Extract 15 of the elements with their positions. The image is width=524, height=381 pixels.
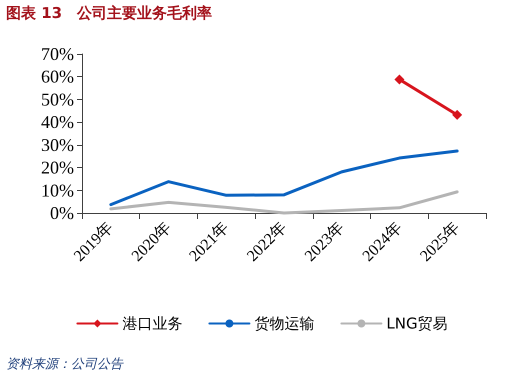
y-tick-label: 30% — [41, 134, 74, 155]
legend-label: 港口业务 — [122, 314, 182, 332]
y-tick-label: 60% — [41, 66, 74, 87]
legend-label: 货物运输 — [254, 314, 314, 332]
y-tick-label: 10% — [41, 180, 74, 200]
legend-label: LNG贸易 — [386, 314, 448, 332]
line-series — [109, 190, 459, 214]
y-tick-label: 0% — [50, 203, 74, 223]
line-series — [109, 149, 459, 206]
chart-title: 图表 13 公司主要业务毛利率 — [6, 4, 212, 23]
y-tick-label: 20% — [41, 158, 74, 178]
text: 资料来源：公司公告 — [6, 356, 123, 373]
y-tick-label: 40% — [41, 112, 74, 132]
y-tick-label: 70% — [41, 44, 74, 64]
y-tick-label: 50% — [41, 89, 74, 110]
